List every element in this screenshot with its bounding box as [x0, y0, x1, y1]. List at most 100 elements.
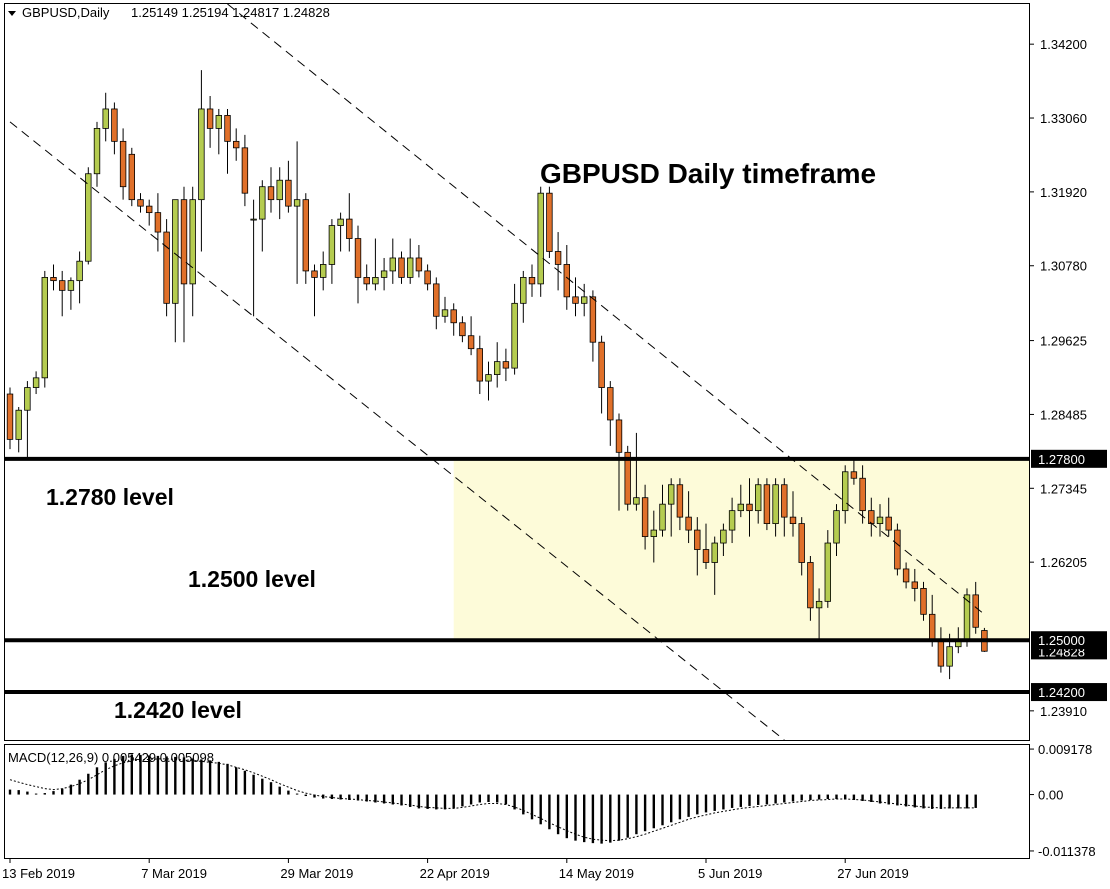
candle-body: [59, 280, 66, 291]
candle: [546, 186, 553, 258]
candle-body: [424, 270, 431, 285]
candle-body: [746, 503, 753, 512]
candle-body: [441, 309, 449, 317]
candle-body: [537, 192, 544, 285]
macd-signal-line: [9, 758, 976, 842]
candle: [720, 523, 727, 556]
candle: [119, 128, 127, 200]
candle: [694, 517, 701, 576]
candle-body: [511, 302, 518, 369]
candle: [815, 588, 823, 641]
candle: [572, 277, 579, 317]
candle-body: [859, 477, 866, 512]
channel-line: [227, 3, 985, 615]
candle-body: [476, 348, 483, 382]
candle-body: [276, 179, 283, 201]
date-tick-label: 29 Mar 2019: [280, 866, 353, 881]
candle-body: [493, 361, 501, 375]
candle-body: [720, 529, 727, 544]
candle-body: [763, 484, 771, 525]
candle: [6, 387, 14, 450]
candle-body: [624, 451, 631, 505]
candle: [781, 478, 788, 537]
candle-body: [145, 205, 153, 214]
candle: [833, 504, 840, 556]
candle: [607, 381, 614, 446]
level-price-badge: [1031, 683, 1107, 702]
price-tick-label: 1.27345: [1040, 481, 1087, 496]
channel-line: [9, 121, 785, 741]
symbol-dropdown-icon[interactable]: [8, 11, 16, 16]
candle-body: [920, 587, 927, 615]
candle-body: [102, 108, 109, 129]
candle-body: [937, 639, 945, 667]
candle-body: [650, 529, 657, 537]
candle: [398, 251, 405, 284]
candle-body: [467, 335, 475, 350]
candle-body: [163, 231, 170, 304]
candle-body: [250, 218, 257, 221]
candle: [319, 251, 327, 291]
candle-body: [772, 484, 779, 525]
candle-body: [119, 140, 127, 188]
candle: [894, 523, 901, 576]
candle: [772, 478, 779, 537]
candle: [476, 335, 483, 395]
candle-body: [372, 277, 379, 285]
candle: [902, 562, 910, 589]
candle: [798, 517, 805, 576]
candle: [285, 160, 292, 213]
candle: [711, 536, 718, 595]
date-tick-label: 27 Jun 2019: [837, 866, 909, 881]
consolidation-zone-layer: [453, 458, 1029, 641]
candle-body: [180, 199, 188, 285]
candle-body: [206, 108, 214, 129]
candle-body: [807, 562, 814, 609]
candle-body: [894, 529, 901, 570]
candle-body: [546, 192, 553, 252]
candle: [728, 497, 736, 544]
candle-body: [319, 264, 327, 278]
candle: [537, 186, 544, 297]
candle-body: [380, 270, 388, 278]
candle-body: [128, 153, 135, 201]
candle-body: [842, 471, 849, 512]
candle: [145, 199, 153, 226]
candle-body: [737, 503, 744, 512]
candle-body: [41, 277, 48, 379]
candle: [528, 264, 536, 297]
candle: [85, 167, 92, 265]
candle-body: [406, 257, 414, 278]
price-tick-label: 1.29625: [1040, 334, 1087, 349]
candle: [215, 108, 222, 155]
candle: [850, 458, 858, 485]
candle: [415, 245, 423, 278]
candle-body: [711, 542, 718, 563]
candle-body: [93, 127, 101, 175]
candle-body: [189, 199, 196, 285]
candle-body: [789, 516, 797, 525]
candle: [111, 102, 118, 155]
candle-body: [685, 516, 692, 531]
candle-body: [641, 497, 649, 537]
candle: [311, 264, 318, 317]
candle: [180, 186, 188, 343]
candle: [598, 335, 605, 414]
level-price-badge-label: 1.24200: [1038, 685, 1085, 700]
candle-body: [798, 523, 805, 563]
candle: [424, 264, 431, 291]
candle: [206, 96, 214, 148]
candle: [267, 167, 275, 213]
candle-body: [833, 510, 840, 544]
price-tick-label: 1.34200: [1040, 37, 1087, 52]
candle-body: [311, 270, 318, 278]
candle: [615, 413, 623, 511]
candle: [589, 290, 597, 362]
candle: [920, 581, 927, 621]
candle-body: [215, 115, 222, 129]
level-price-badge: [1031, 449, 1107, 468]
candle-body: [607, 387, 614, 421]
date-tick-label: 14 May 2019: [559, 866, 634, 881]
candle-body: [285, 179, 292, 207]
